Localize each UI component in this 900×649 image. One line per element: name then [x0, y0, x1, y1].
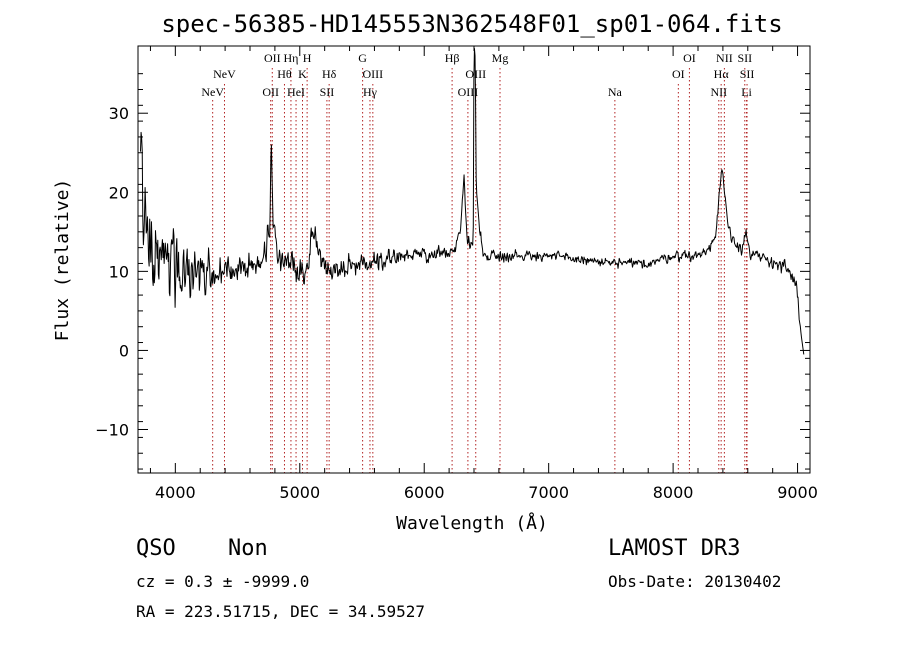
x-tick-label: 6000 [404, 483, 445, 502]
marker-label: OII [262, 85, 279, 99]
x-axis: 4000 5000 6000 7000 8000 9000 [149, 46, 818, 502]
x-tick-label: 9000 [777, 483, 818, 502]
marker-label: OIII [465, 67, 486, 81]
x-tick-label: 8000 [653, 483, 694, 502]
marker-label: OI [672, 67, 685, 81]
marker-lines [212, 68, 748, 473]
spectrum-series [139, 48, 805, 355]
marker-label: Hγ [363, 85, 378, 99]
y-tick-label: 20 [109, 183, 129, 202]
x-tick-label: 4000 [155, 483, 196, 502]
y-axis: −10 0 10 20 30 [95, 73, 810, 470]
y-axis-label: Flux (relative) [52, 179, 73, 342]
y-tick-label: 30 [109, 104, 129, 123]
marker-label: K [298, 67, 307, 81]
y-tick-label: 0 [119, 341, 129, 360]
marker-label: Hβ [445, 51, 460, 65]
marker-label: SII [740, 67, 755, 81]
marker-label: HeI [287, 85, 305, 99]
chart-title: spec-56385-HD145553N362548F01_sp01-064.f… [161, 10, 782, 38]
cz-info: cz = 0.3 ± -9999.0 [136, 572, 310, 591]
marker-label: NeV [213, 67, 236, 81]
marker-label: OIII [458, 85, 479, 99]
marker-label: Hθ [277, 67, 292, 81]
obs-date-info: Obs-Date: 20130402 [608, 572, 782, 591]
marker-label: Hδ [322, 67, 337, 81]
class-label: QSO [136, 536, 176, 561]
marker-label: OII [264, 51, 281, 65]
spectrum-line [139, 48, 805, 355]
x-axis-label: Wavelength (Å) [396, 512, 548, 534]
marker-label: SII [737, 51, 752, 65]
marker-label: G [358, 51, 367, 65]
subclass-label: Non [228, 536, 268, 561]
marker-label: NII [716, 51, 733, 65]
marker-label: SII [320, 85, 335, 99]
marker-label: Mg [492, 51, 509, 65]
x-tick-label: 5000 [279, 483, 320, 502]
survey-label: LAMOST DR3 [608, 536, 741, 561]
marker-label: OIII [362, 67, 383, 81]
marker-label: NeV [201, 85, 224, 99]
x-tick-label: 7000 [528, 483, 569, 502]
marker-label: NII [710, 85, 727, 99]
marker-labels: NeV NeV OII OII Hθ Hη HeI HK SII Hδ G Hγ OIII Hβ OIII O… [201, 51, 754, 99]
marker-label: OI [683, 51, 696, 65]
marker-label: Hα [714, 67, 730, 81]
marker-label: Hη [283, 51, 298, 65]
y-tick-label: −10 [95, 421, 129, 440]
marker-label: Li [741, 85, 752, 99]
marker-label: H [303, 51, 312, 65]
radec-info: RA = 223.51715, DEC = 34.59527 [136, 602, 425, 621]
y-tick-label: 10 [109, 262, 129, 281]
marker-label: Na [608, 85, 623, 99]
